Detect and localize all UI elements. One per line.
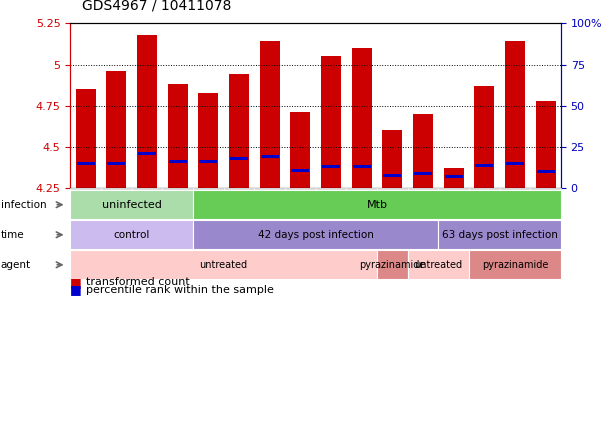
Bar [444,168,464,188]
Bar [108,162,125,165]
Text: uninfected: uninfected [101,200,161,210]
Bar [290,113,310,188]
Bar [506,162,524,165]
Bar [230,157,248,160]
Text: 63 days post infection: 63 days post infection [442,230,557,240]
Bar [414,172,432,175]
Text: control: control [114,230,150,240]
Text: time: time [1,230,24,240]
Bar [322,165,340,168]
Bar [106,71,126,188]
Bar [445,175,463,178]
Bar [413,114,433,188]
Bar [138,152,156,155]
Bar [536,170,555,173]
Bar [167,84,188,188]
Bar [199,93,218,188]
Text: pyrazinamide: pyrazinamide [481,260,548,270]
Text: ■: ■ [70,276,82,288]
Bar [382,131,402,188]
Text: untreated: untreated [200,260,247,270]
Text: percentile rank within the sample: percentile rank within the sample [86,285,273,295]
Bar [353,165,370,168]
Text: Mtb: Mtb [367,200,387,210]
Bar [229,74,249,188]
Bar [505,41,525,188]
Text: infection: infection [1,200,46,210]
Text: transformed count: transformed count [86,277,189,287]
Text: pyrazinamide: pyrazinamide [359,260,425,270]
Bar [199,160,218,163]
Bar [351,48,371,188]
Text: 42 days post infection: 42 days post infection [258,230,373,240]
Bar [76,89,95,188]
Bar [291,169,309,172]
Text: GDS4967 / 10411078: GDS4967 / 10411078 [82,0,232,13]
Bar [321,56,341,188]
Bar [137,35,157,188]
Bar [474,86,494,188]
Bar [475,164,493,167]
Bar [76,162,95,165]
Bar [169,160,186,163]
Text: ■: ■ [70,283,82,296]
Text: agent: agent [1,260,31,270]
Bar [536,101,555,188]
Bar [383,173,401,176]
Bar [261,155,279,158]
Text: untreated: untreated [414,260,463,270]
Bar [260,41,280,188]
